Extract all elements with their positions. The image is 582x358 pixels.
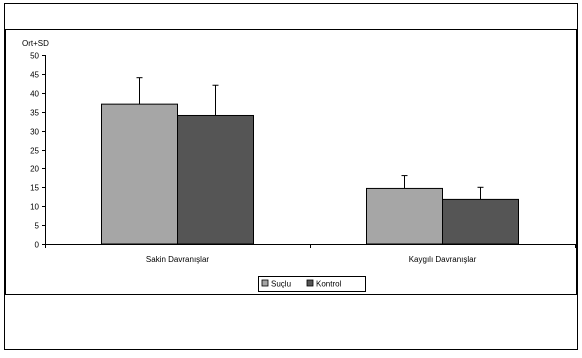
y-tick-label: 35 <box>30 109 39 118</box>
legend-swatch-suclu <box>261 279 269 287</box>
bar <box>366 187 443 245</box>
y-tick-label: 45 <box>30 71 39 80</box>
y-tick-label: 15 <box>30 184 39 193</box>
legend-label-kontrol: Kontrol <box>316 280 342 289</box>
y-tick-label: 25 <box>30 147 39 156</box>
error-bars-group <box>136 77 484 200</box>
y-tick-label: 20 <box>30 165 39 174</box>
y-tick-label: 0 <box>35 241 40 250</box>
y-tick-label: 10 <box>30 203 39 212</box>
chart-outer-border <box>4 3 578 350</box>
bar <box>442 198 519 245</box>
chart-area-border <box>5 29 577 295</box>
bar <box>177 114 254 245</box>
bars-group <box>101 103 519 245</box>
y-tick-label: 30 <box>30 128 39 137</box>
x-tick-label: Kaygılı Davranışlar <box>409 255 477 264</box>
y-axis: 0 5 10 15 20 25 30 35 40 45 50 <box>30 52 46 250</box>
y-tick-label: 5 <box>35 222 40 231</box>
legend: Suçlu Kontrol <box>258 276 366 292</box>
bar <box>101 103 178 245</box>
y-tick-label: 40 <box>30 90 39 99</box>
legend-swatch-kontrol <box>306 279 314 287</box>
legend-label-suclu: Suçlu <box>271 280 291 289</box>
y-axis-label: Ort+SD <box>22 39 49 48</box>
x-tick-label: Sakin Davranışlar <box>146 255 209 264</box>
y-tick-label: 50 <box>30 52 39 61</box>
